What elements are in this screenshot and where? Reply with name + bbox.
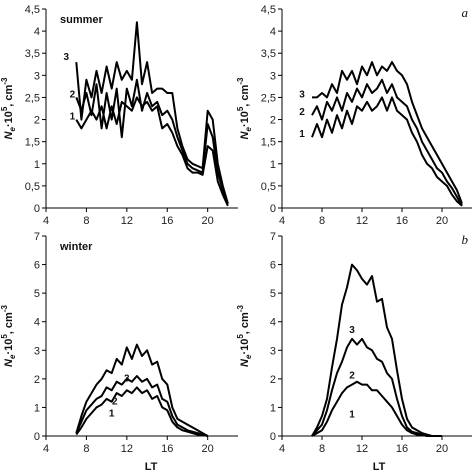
y-tick-label: 4	[270, 26, 276, 38]
series-label-1: 1	[109, 409, 115, 420]
y-tick-label: 1	[270, 159, 276, 171]
y-tick-label: 3	[34, 345, 40, 357]
x-tick-label: 8	[83, 443, 89, 455]
x-axis-title-right: LT	[373, 461, 386, 473]
y-tick-label: 4	[270, 317, 276, 329]
y-tick-label: 2	[34, 374, 40, 386]
x-axis-title-left: LT	[145, 461, 158, 473]
y-tick-label: 5	[270, 288, 276, 300]
y-tick-label: 3	[270, 70, 276, 82]
y-axis-title: Ne·105, cm-3	[0, 77, 17, 139]
series-label-3: 3	[299, 89, 305, 100]
y-tick-label: 1	[34, 402, 40, 414]
x-tick-label: 4	[279, 215, 285, 227]
series-line-3	[311, 263, 442, 437]
y-tick-label: 2,5	[261, 92, 276, 104]
series-label-2: 2	[349, 371, 355, 382]
panel-letter: a	[462, 5, 469, 20]
panel-letter: b	[462, 232, 469, 247]
series-line-3	[312, 61, 463, 204]
x-tick-label: 20	[436, 215, 448, 227]
y-tick-label: 2	[270, 374, 276, 386]
y-axis-title: Ne·105, cm-3	[0, 305, 17, 367]
series-label-3: 3	[64, 52, 70, 63]
series-line-1	[311, 96, 463, 207]
x-tick-label: 4	[279, 443, 285, 455]
y-tick-label: 0	[34, 431, 40, 443]
x-tick-label: 16	[161, 443, 173, 455]
series-label-2: 2	[112, 396, 118, 407]
y-tick-label: 0	[270, 431, 276, 443]
y-tick-label: 3	[270, 345, 276, 357]
x-tick-label: 20	[202, 215, 214, 227]
series-line-2	[311, 337, 442, 437]
x-tick-label: 4	[43, 443, 49, 455]
series-line-2	[311, 78, 463, 207]
x-tick-label: 8	[319, 215, 325, 227]
series-label-3: 3	[124, 373, 130, 384]
y-tick-label: 4,5	[261, 4, 276, 16]
y-tick-label: 5	[34, 288, 40, 300]
series-line-1	[75, 386, 208, 437]
x-tick-label: 12	[121, 215, 133, 227]
series-label-2: 2	[70, 89, 76, 100]
x-tick-label: 16	[396, 443, 408, 455]
season-label: summer	[60, 14, 104, 26]
series-line-2	[75, 78, 229, 204]
x-tick-label: 12	[121, 443, 133, 455]
y-tick-label: 3	[34, 70, 40, 82]
series-line-1	[75, 96, 229, 207]
y-tick-label: 4,5	[25, 4, 40, 16]
y-tick-label: 6	[270, 260, 276, 272]
y-axis-title: Ne·105, cm-3	[236, 305, 253, 367]
series-line-3	[75, 21, 229, 204]
x-tick-label: 20	[202, 443, 214, 455]
y-tick-label: 2,5	[25, 92, 40, 104]
series-label-1: 1	[70, 112, 76, 123]
y-tick-label: 2	[34, 115, 40, 127]
y-tick-label: 3,5	[261, 48, 276, 60]
y-tick-label: 0,5	[261, 181, 276, 193]
y-tick-label: 7	[270, 231, 276, 243]
x-tick-label: 20	[436, 443, 448, 455]
series-line-2	[75, 375, 208, 437]
x-tick-label: 12	[356, 443, 368, 455]
series-label-1: 1	[349, 410, 355, 421]
x-tick-label: 8	[319, 443, 325, 455]
y-tick-label: 1,5	[25, 137, 40, 149]
y-tick-label: 1	[270, 402, 276, 414]
x-tick-label: 16	[396, 215, 408, 227]
x-tick-label: 8	[83, 215, 89, 227]
x-tick-label: 16	[161, 215, 173, 227]
y-tick-label: 2	[270, 115, 276, 127]
series-line-3	[75, 343, 209, 437]
y-tick-label: 3,5	[25, 48, 40, 60]
y-tick-label: 7	[34, 231, 40, 243]
y-tick-label: 0	[34, 203, 40, 215]
y-tick-label: 0,5	[25, 181, 40, 193]
y-axis-title: Ne·105, cm-3	[236, 77, 253, 139]
series-label-1: 1	[299, 129, 305, 140]
y-tick-label: 4	[34, 317, 40, 329]
y-tick-label: 0	[270, 203, 276, 215]
y-tick-label: 1	[34, 159, 40, 171]
y-tick-label: 1,5	[261, 137, 276, 149]
x-tick-label: 4	[43, 215, 49, 227]
series-label-2: 2	[299, 107, 305, 118]
x-tick-label: 12	[356, 215, 368, 227]
series-label-3: 3	[349, 325, 355, 336]
season-label: winter	[59, 241, 93, 253]
y-tick-label: 4	[34, 26, 40, 38]
y-tick-label: 6	[34, 260, 40, 272]
